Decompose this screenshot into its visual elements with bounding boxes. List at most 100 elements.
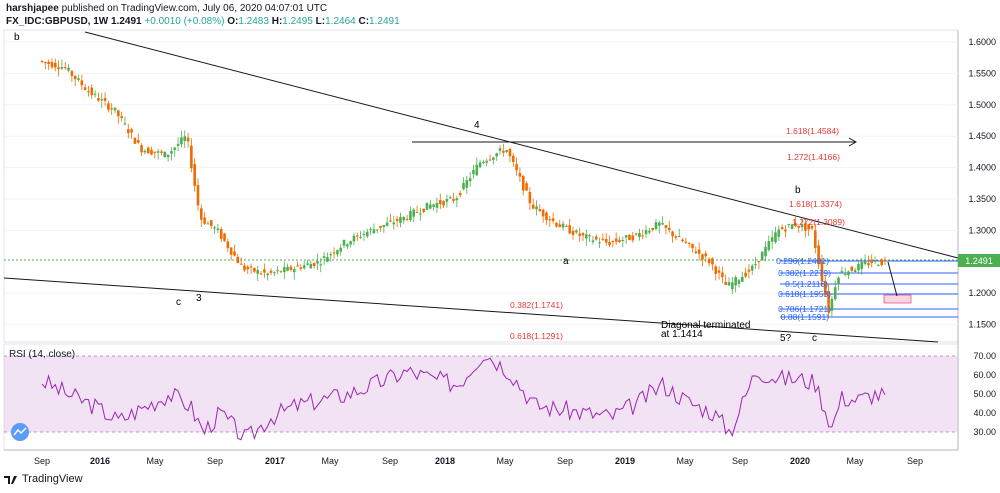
target-box	[883, 294, 912, 304]
fib-088-label: 0.88(1.1591)	[781, 312, 829, 322]
rsi-tick-label: 30.00	[973, 427, 996, 437]
fib-0618-red-label: 0.618(1.1291)	[510, 331, 563, 341]
time-tick-label: May	[846, 456, 864, 466]
candle-body	[548, 219, 552, 221]
annotation-b-1: b	[14, 32, 20, 43]
candle-body	[658, 222, 661, 226]
candle-body	[266, 273, 269, 276]
candle-body	[571, 230, 575, 235]
candle-body	[565, 225, 568, 227]
candle-body	[352, 235, 356, 242]
candle-body	[634, 233, 638, 235]
rsi-title: RSI (14, close)	[9, 349, 75, 360]
candle-body	[445, 199, 449, 202]
publish-info: published on TradingView.com, July 06, 2…	[61, 3, 328, 14]
candle-body	[206, 223, 210, 225]
candle-body	[432, 204, 435, 207]
time-tick-label: May	[146, 456, 164, 466]
candle-body	[511, 155, 515, 162]
candle-body	[223, 233, 226, 241]
candle-body	[495, 153, 498, 157]
candle-body	[458, 192, 462, 196]
candle-body	[239, 263, 243, 265]
close-label: C:	[358, 16, 370, 27]
candle-body	[628, 234, 631, 241]
candle-body	[392, 222, 396, 225]
candle-body	[575, 230, 578, 233]
publish-line: harshjapee published on TradingView.com,…	[6, 3, 327, 14]
candle-body	[465, 180, 469, 188]
candle-body	[671, 231, 674, 237]
fib-05-label: 0.5(1.2116)	[785, 279, 828, 289]
candle-body	[754, 264, 757, 266]
candle-body	[382, 224, 386, 227]
candle-body	[867, 263, 870, 266]
candle-body	[528, 192, 532, 204]
price-chart[interactable]: 1.6000 1.5500 1.5000 1.4500 1.4000 1.3500 1.30…	[0, 0, 1000, 470]
candle-body	[873, 260, 877, 262]
time-tick-label: 2019	[615, 456, 635, 466]
candle-body	[515, 164, 518, 171]
candle-body	[120, 116, 123, 118]
candle-body	[774, 232, 777, 243]
time-tick-label: May	[676, 456, 694, 466]
candle-body	[850, 266, 854, 271]
candle-body	[482, 161, 485, 164]
price-tick-label: 1.1500	[968, 320, 996, 330]
candle-body	[707, 258, 711, 264]
candle-body	[687, 242, 691, 244]
candle-body	[518, 172, 522, 177]
candle-body	[880, 259, 883, 266]
tradingview-logo[interactable]: TradingView	[4, 473, 83, 485]
price-tick-label: 1.3500	[968, 194, 996, 204]
fib-ext-1618-label: 1.618(1.4584)	[786, 126, 839, 136]
candle-body	[186, 137, 190, 142]
collapse-button[interactable]	[11, 423, 29, 441]
candle-body	[93, 93, 97, 95]
candle-body	[163, 151, 167, 158]
candle-body	[654, 222, 658, 229]
candle-body	[110, 108, 113, 110]
candle-body	[664, 225, 668, 228]
time-tick-label: May	[496, 456, 514, 466]
candle-body	[322, 256, 326, 258]
candle-body	[166, 154, 170, 158]
candle-body	[326, 257, 329, 262]
candle-body	[425, 202, 429, 210]
candle-body	[269, 270, 273, 273]
candle-body	[90, 87, 94, 96]
price-tick-label: 1.4000	[968, 163, 996, 173]
candle-body	[863, 261, 867, 264]
candle-body	[581, 233, 585, 236]
candle-body	[744, 272, 747, 277]
candle-body	[531, 204, 535, 209]
candle-body	[299, 267, 303, 269]
candle-body	[309, 263, 313, 269]
annotation-3: 3	[196, 293, 202, 304]
last-value: 1.2491	[111, 16, 142, 27]
candle-body	[614, 238, 618, 242]
rsi-tick-labels: 70.00 60.00 50.00 40.00 30.00	[973, 351, 996, 437]
candle-body	[462, 182, 465, 189]
fib-0236-label: 0.236(1.2481)	[776, 256, 829, 266]
candle-body	[760, 251, 764, 261]
candle-body	[53, 62, 57, 68]
candle-body	[77, 78, 80, 80]
candle-body	[558, 224, 562, 228]
candle-body	[359, 236, 362, 238]
close-value: 1.2491	[369, 16, 400, 27]
candle-body	[492, 157, 495, 160]
candle-body	[535, 206, 538, 210]
candle-body	[126, 129, 130, 134]
price-tick-label: 1.6000	[968, 37, 996, 47]
candle-body	[727, 282, 731, 286]
candle-body	[830, 298, 834, 311]
candle-body	[229, 247, 233, 255]
candle-body	[379, 226, 382, 228]
time-tick-label: Sep	[557, 456, 573, 466]
annotation-5: 5?	[780, 333, 792, 344]
candle-body	[136, 140, 140, 143]
candle-body	[176, 144, 180, 146]
candle-body	[747, 269, 751, 272]
candle-body	[502, 150, 505, 153]
